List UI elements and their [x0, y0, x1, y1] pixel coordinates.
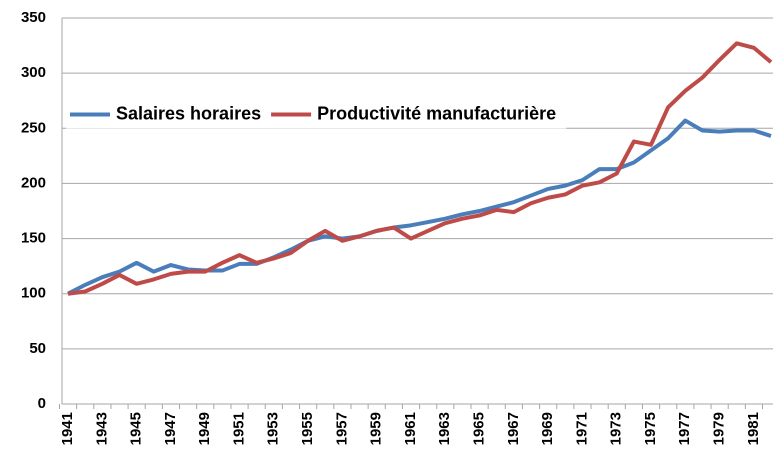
- line-series: [67, 118, 772, 296]
- y-tick-label: 50: [29, 340, 46, 357]
- y-tick-label: 250: [21, 119, 46, 136]
- x-tick-label: 1963: [436, 412, 453, 445]
- x-tick-label: 1977: [676, 412, 693, 445]
- x-tick-label: 1979: [711, 412, 728, 445]
- x-tick-label: 1943: [93, 412, 110, 445]
- x-tick-label: 1969: [539, 412, 556, 445]
- x-tick-label: 1975: [642, 412, 659, 445]
- x-tick-label: 1971: [573, 412, 590, 445]
- y-tick-label: 350: [21, 9, 46, 26]
- x-tick-label: 1951: [230, 412, 247, 445]
- x-tick-label: 1973: [608, 412, 625, 445]
- x-tick-label: 1961: [402, 412, 419, 445]
- x-tick-label: 1949: [196, 412, 213, 445]
- x-tick-label: 1953: [265, 412, 282, 445]
- x-tick-label: 1941: [59, 412, 76, 445]
- x-tick-label: 1965: [470, 412, 487, 445]
- y-tick-label: 0: [38, 395, 46, 412]
- legend-label: Productivité manufacturière: [317, 103, 556, 123]
- x-tick-label: 1957: [333, 412, 350, 445]
- y-tick-label: 300: [21, 64, 46, 81]
- y-tick-label: 100: [21, 285, 46, 302]
- legend-label: Salaires horaires: [116, 103, 261, 123]
- x-tick-label: 1945: [128, 412, 145, 445]
- y-tick-label: 200: [21, 174, 46, 191]
- x-tick-label: 1967: [505, 412, 522, 445]
- line-series: [67, 41, 773, 296]
- x-tick-label: 1955: [299, 412, 316, 445]
- x-tick-label: 1947: [162, 412, 179, 445]
- x-tick-label: 1959: [368, 412, 385, 445]
- legend-bg: [66, 100, 567, 129]
- x-tick-label: 1981: [745, 412, 762, 445]
- y-tick-label: 150: [21, 230, 46, 247]
